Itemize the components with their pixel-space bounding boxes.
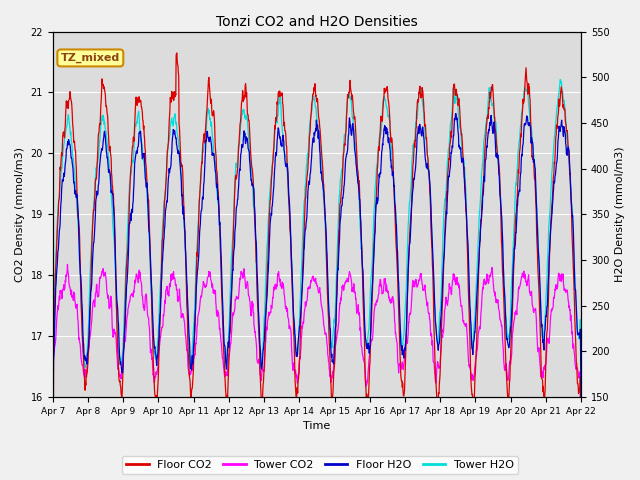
Y-axis label: CO2 Density (mmol/m3): CO2 Density (mmol/m3) <box>15 147 25 282</box>
Y-axis label: H2O Density (mmol/m3): H2O Density (mmol/m3) <box>615 146 625 282</box>
Legend: Floor CO2, Tower CO2, Floor H2O, Tower H2O: Floor CO2, Tower CO2, Floor H2O, Tower H… <box>122 456 518 474</box>
X-axis label: Time: Time <box>303 421 331 432</box>
Text: TZ_mixed: TZ_mixed <box>61 53 120 63</box>
Title: Tonzi CO2 and H2O Densities: Tonzi CO2 and H2O Densities <box>216 15 418 29</box>
